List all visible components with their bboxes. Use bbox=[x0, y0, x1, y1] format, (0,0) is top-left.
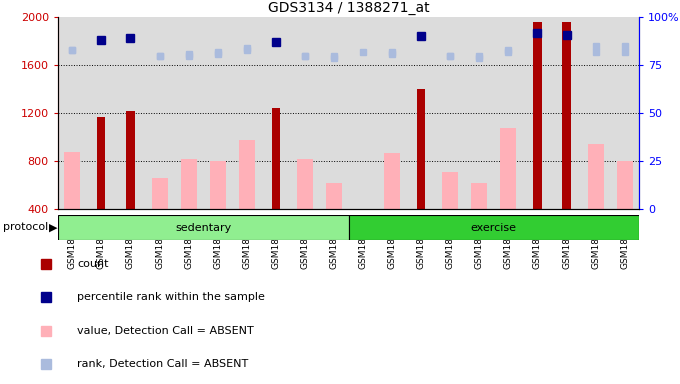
Bar bbox=[384, 153, 400, 209]
Bar bbox=[417, 89, 425, 209]
Text: percentile rank within the sample: percentile rank within the sample bbox=[78, 292, 265, 302]
Bar bbox=[152, 178, 167, 209]
Bar bbox=[442, 172, 458, 209]
Text: count: count bbox=[78, 259, 109, 269]
Bar bbox=[297, 159, 313, 209]
Bar bbox=[58, 215, 348, 240]
Bar bbox=[471, 183, 488, 209]
Text: value, Detection Call = ABSENT: value, Detection Call = ABSENT bbox=[78, 326, 254, 336]
Bar bbox=[500, 128, 516, 209]
Bar bbox=[239, 140, 255, 209]
Text: exercise: exercise bbox=[471, 222, 517, 233]
Text: sedentary: sedentary bbox=[175, 222, 231, 233]
Bar bbox=[65, 152, 80, 209]
Bar bbox=[209, 161, 226, 209]
Text: protocol: protocol bbox=[3, 222, 49, 232]
Title: GDS3134 / 1388271_at: GDS3134 / 1388271_at bbox=[268, 1, 429, 15]
Bar bbox=[272, 109, 280, 209]
Bar bbox=[181, 159, 197, 209]
Bar bbox=[617, 161, 632, 209]
Text: ▶: ▶ bbox=[49, 222, 57, 232]
Text: rank, Detection Call = ABSENT: rank, Detection Call = ABSENT bbox=[78, 359, 248, 369]
Bar bbox=[588, 144, 604, 209]
Bar bbox=[326, 183, 342, 209]
Bar bbox=[97, 117, 105, 209]
Bar bbox=[562, 22, 571, 209]
Bar bbox=[533, 22, 541, 209]
Bar bbox=[348, 215, 639, 240]
Bar bbox=[126, 111, 135, 209]
